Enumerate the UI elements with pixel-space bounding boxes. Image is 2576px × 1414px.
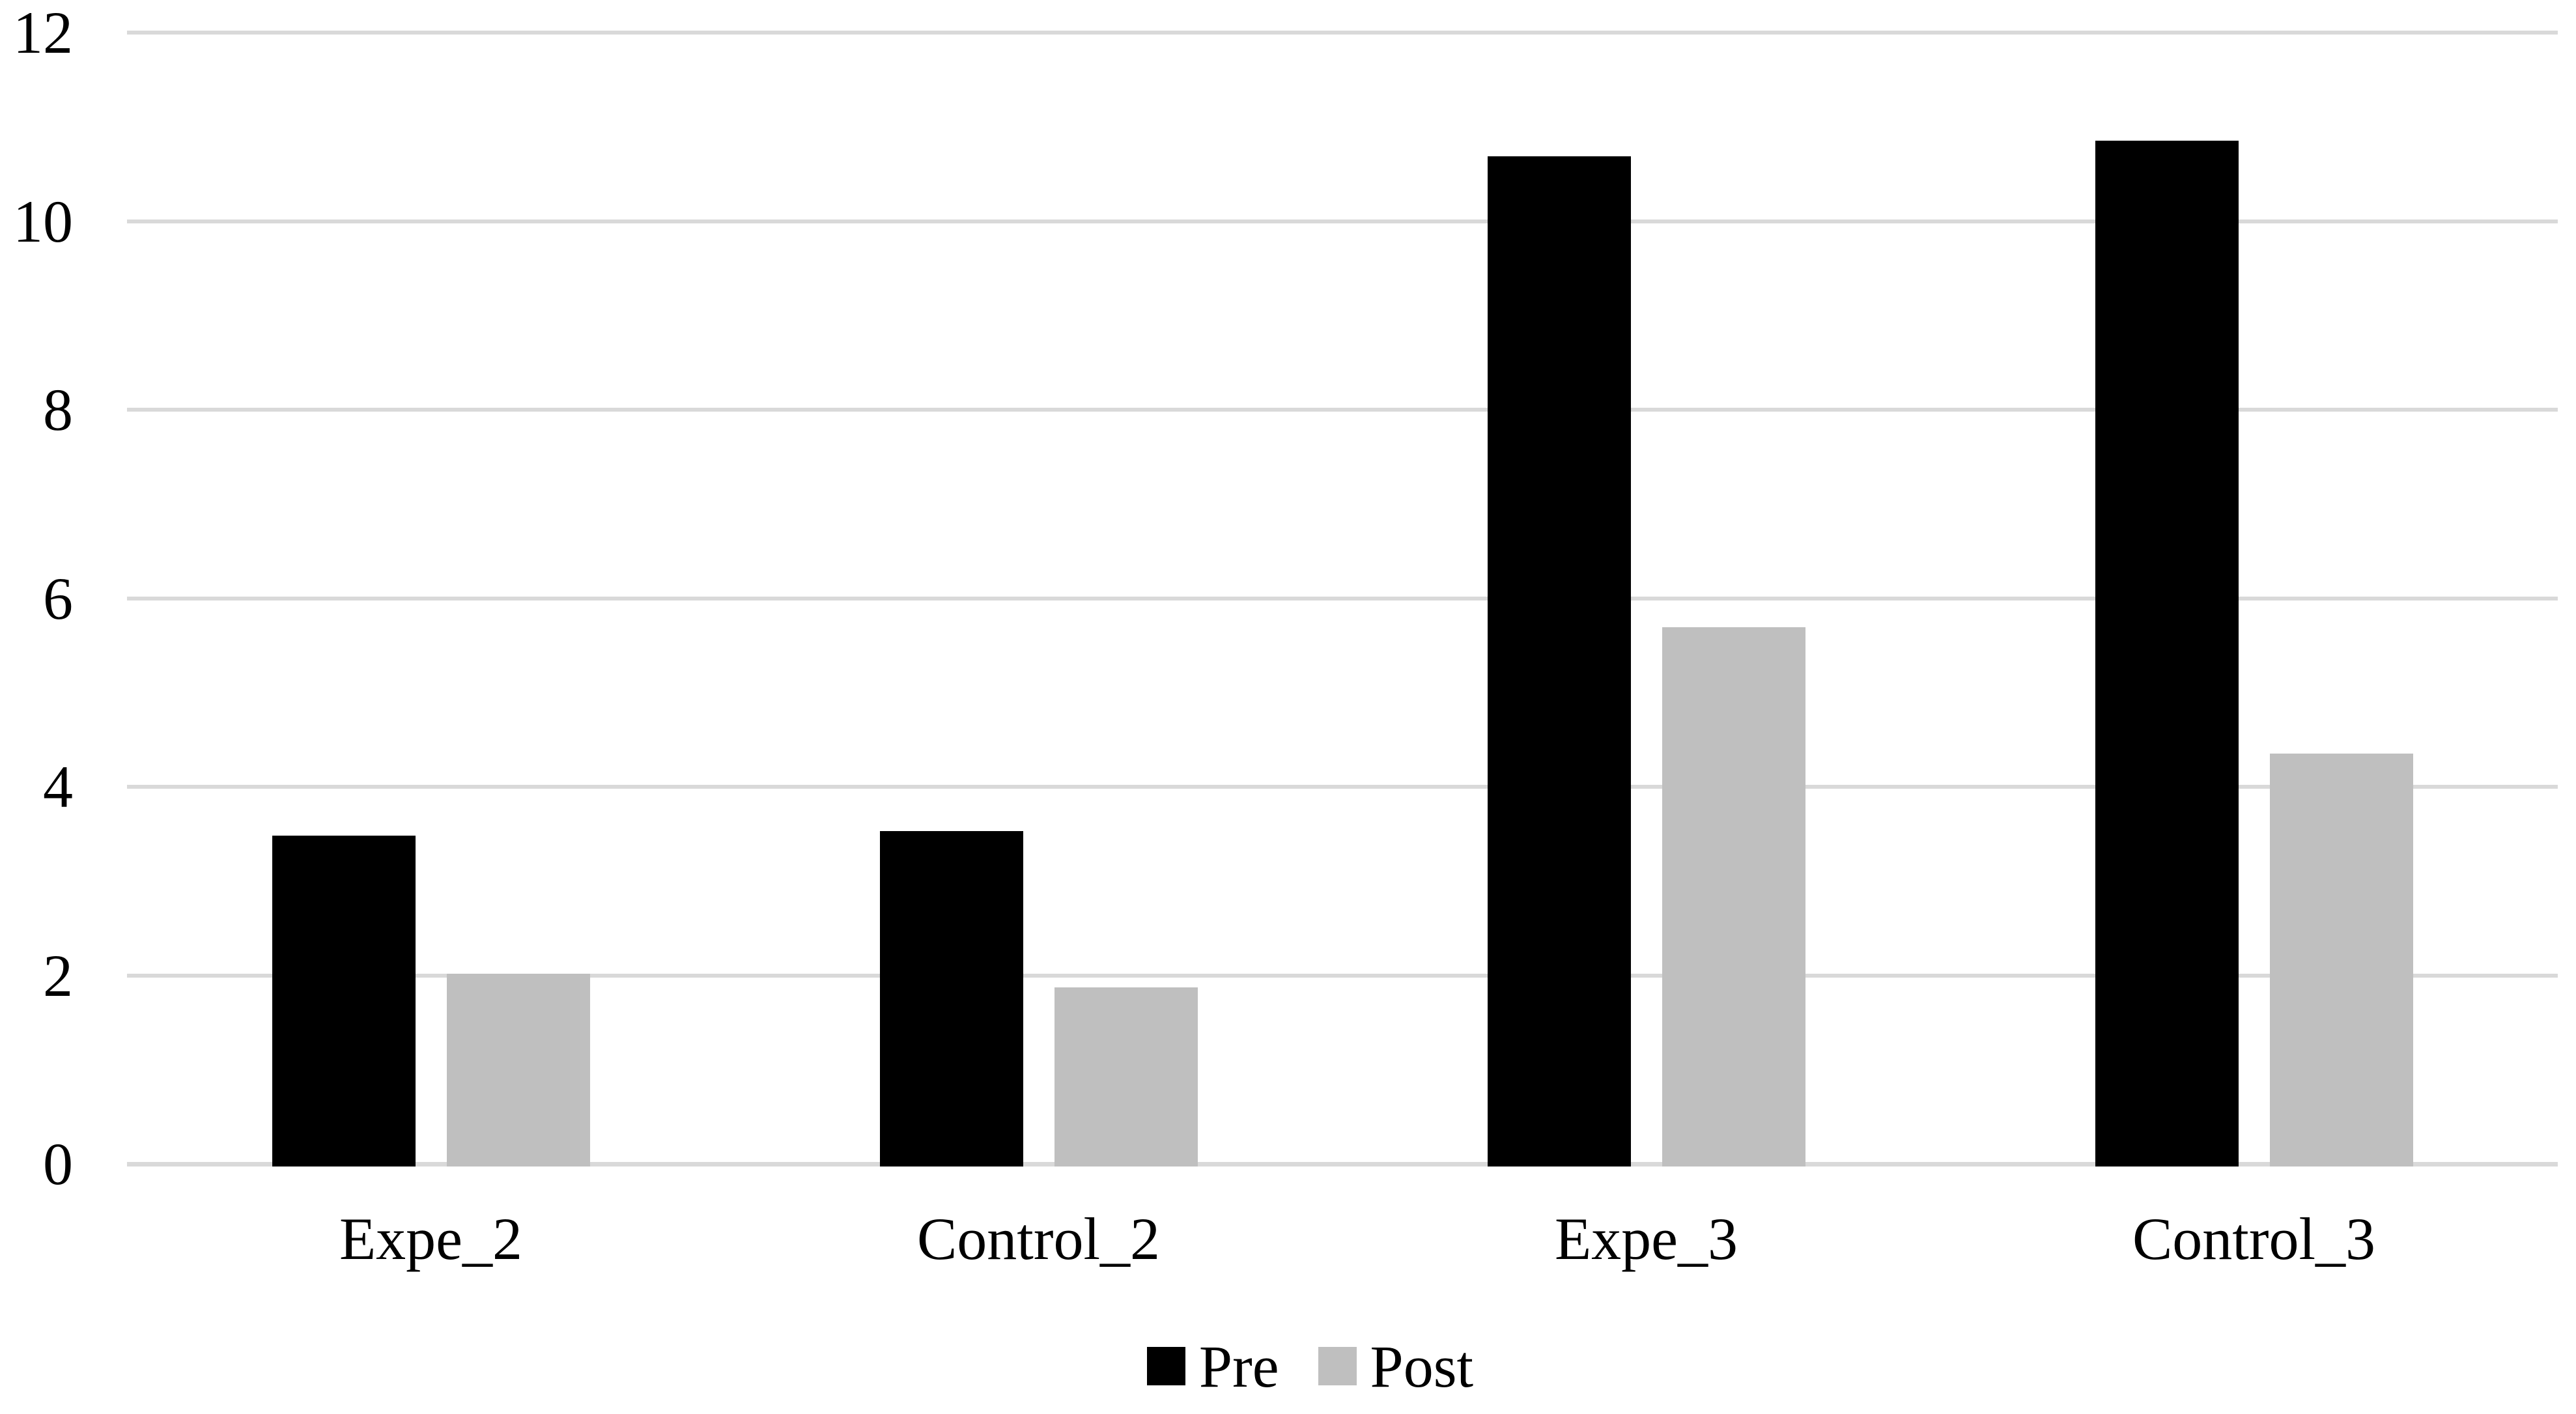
- bar-post-control_3: [2269, 754, 2413, 1167]
- legend-swatch-pre-icon: [1146, 1347, 1185, 1385]
- legend-item-pre: Pre: [1146, 1333, 1279, 1400]
- bar-post-expe_2: [446, 973, 590, 1167]
- bar-pre-control_3: [2095, 141, 2239, 1167]
- legend-label-post: Post: [1370, 1333, 1474, 1400]
- x-axis-category-labels: Expe_2 Control_2 Expe_3 Control_3: [127, 1209, 2558, 1288]
- x-category-label-expe_3: Expe_3: [1554, 1206, 1738, 1272]
- y-tick-label-0: 0: [43, 1131, 73, 1197]
- y-tick-label-12: 12: [13, 0, 73, 66]
- bar-pre-control_2: [879, 831, 1023, 1167]
- y-axis-tick-labels: 0 2 4 6 8 10 12: [0, 3, 104, 1194]
- gridline-2: [127, 973, 2558, 978]
- x-category-label-control_2: Control_2: [916, 1206, 1161, 1272]
- gridline-12: [127, 31, 2558, 35]
- legend-swatch-post-icon: [1318, 1347, 1357, 1385]
- y-tick-label-6: 6: [43, 565, 73, 632]
- bar-pre-expe_3: [1487, 156, 1631, 1167]
- bar-post-expe_3: [1662, 627, 1805, 1167]
- legend-label-pre: Pre: [1198, 1333, 1279, 1400]
- bar-post-control_2: [1054, 987, 1198, 1167]
- legend-item-post: Post: [1318, 1333, 1474, 1400]
- legend: Pre Post: [0, 1335, 2576, 1397]
- gridline-8: [127, 408, 2558, 412]
- x-axis-line: [127, 1162, 2558, 1167]
- plot-area: [127, 31, 2558, 1167]
- gridline-6: [127, 596, 2558, 601]
- bar-pre-expe_2: [272, 836, 416, 1167]
- gridline-4: [127, 785, 2558, 789]
- x-category-label-control_3: Control_3: [2132, 1206, 2376, 1272]
- y-tick-label-8: 8: [43, 376, 73, 443]
- y-tick-label-4: 4: [43, 754, 73, 820]
- gridline-10: [127, 219, 2558, 223]
- x-category-label-expe_2: Expe_2: [339, 1206, 523, 1272]
- y-tick-label-10: 10: [13, 188, 73, 255]
- y-tick-label-2: 2: [43, 942, 73, 1009]
